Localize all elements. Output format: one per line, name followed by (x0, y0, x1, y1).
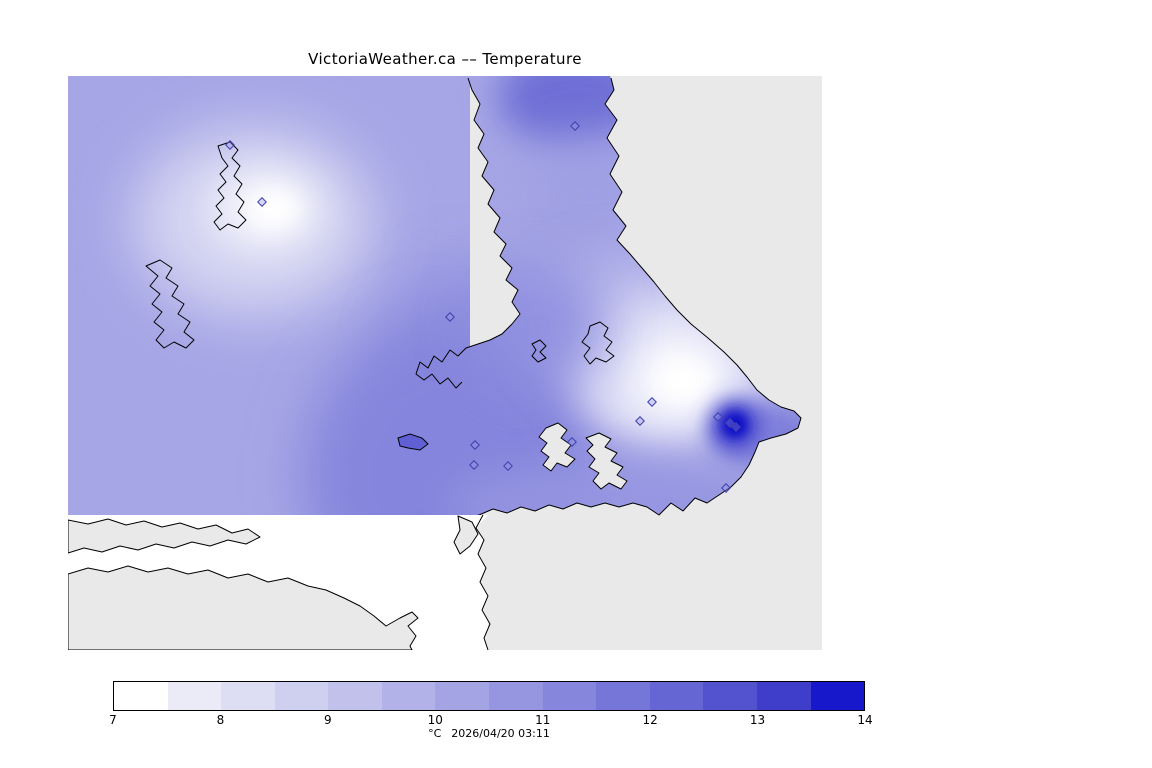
colorbar-tick-label: 13 (749, 713, 766, 727)
colorbar-segment (649, 682, 704, 710)
colorbar-tick-label: 10 (427, 713, 443, 727)
colorbar-segment (328, 682, 382, 710)
colorbar-tick-label: 14 (857, 713, 873, 727)
colorbar-segment (756, 682, 811, 710)
timestamp: 2026/04/20 03:11 (451, 727, 550, 740)
colorbar-tick-label: 11 (535, 713, 551, 727)
colorbar-segment (381, 682, 436, 710)
colorbar-segment (167, 682, 222, 710)
colorbar-tick-label: 7 (109, 713, 117, 727)
colorbar-tick-label: 12 (642, 713, 658, 727)
islet (397, 433, 429, 451)
colorbar-segment (114, 682, 168, 710)
colorbar-segment (435, 682, 490, 710)
colorbar-ticks: 7 8 9 10 11 12 13 14 (109, 711, 872, 727)
colorbar-tick-label: 9 (324, 713, 332, 727)
harbours (538, 422, 628, 490)
colorbar-segment (810, 682, 865, 710)
colorbar-segment (596, 682, 650, 710)
map-svg (68, 76, 822, 650)
temperature-map (68, 76, 822, 650)
colorbar (113, 681, 865, 711)
colorbar-caption: °C 2026/04/20 03:11 (113, 727, 865, 740)
colorbar-wrap: 7 8 9 10 11 12 13 14 °C 2026/04/20 03:11 (109, 681, 873, 743)
colorbar-segment (703, 682, 757, 710)
colorbar-tick-label: 8 (216, 713, 225, 727)
outline-land (68, 515, 479, 650)
coastlines (145, 77, 802, 518)
coastline-west-shore (475, 514, 491, 650)
coast-patch (476, 515, 498, 650)
colorbar-segment (542, 682, 597, 710)
colorbar-segment (274, 682, 329, 710)
colorbar-segment (221, 682, 275, 710)
page-title: VictoriaWeather.ca –– Temperature (308, 50, 582, 68)
colorbar-segment (489, 682, 543, 710)
colorbar-unit: °C (428, 727, 442, 740)
